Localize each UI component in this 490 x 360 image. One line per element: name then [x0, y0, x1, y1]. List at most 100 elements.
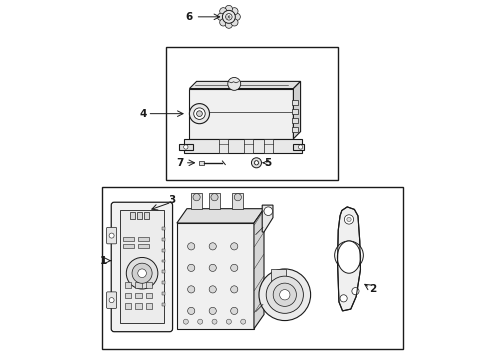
Circle shape: [220, 19, 227, 26]
FancyBboxPatch shape: [111, 202, 172, 332]
Polygon shape: [184, 139, 302, 153]
Circle shape: [231, 286, 238, 293]
Circle shape: [225, 14, 232, 20]
Bar: [162, 227, 165, 230]
Bar: [162, 303, 165, 306]
Bar: [124, 282, 131, 288]
Circle shape: [352, 288, 359, 295]
Polygon shape: [294, 144, 304, 149]
Bar: [138, 244, 149, 248]
Bar: [162, 249, 165, 252]
Bar: [124, 293, 131, 298]
Circle shape: [132, 263, 152, 283]
Circle shape: [225, 21, 232, 28]
Bar: [162, 292, 165, 295]
Circle shape: [254, 161, 259, 165]
Text: 2: 2: [368, 284, 376, 294]
Bar: [245, 139, 253, 153]
Circle shape: [218, 13, 224, 21]
Circle shape: [226, 319, 231, 324]
Ellipse shape: [337, 241, 361, 273]
Polygon shape: [177, 209, 264, 223]
Bar: [209, 193, 220, 209]
Circle shape: [188, 243, 195, 250]
Bar: [123, 237, 134, 241]
Bar: [162, 260, 165, 262]
Bar: [162, 238, 165, 241]
Circle shape: [209, 286, 216, 293]
Bar: [166, 47, 338, 180]
Circle shape: [212, 319, 217, 324]
Circle shape: [280, 289, 290, 300]
Circle shape: [231, 19, 238, 26]
Circle shape: [241, 319, 245, 324]
Bar: [292, 109, 298, 114]
Bar: [138, 237, 149, 241]
Circle shape: [233, 13, 240, 21]
Circle shape: [138, 269, 147, 278]
Text: 7: 7: [176, 158, 183, 168]
Bar: [135, 282, 142, 288]
Bar: [162, 281, 165, 284]
Circle shape: [211, 194, 218, 201]
Bar: [232, 193, 243, 209]
Circle shape: [225, 5, 232, 13]
Bar: [101, 187, 403, 348]
Bar: [162, 270, 165, 273]
FancyBboxPatch shape: [107, 292, 117, 309]
Text: 5: 5: [265, 158, 272, 168]
Text: 6: 6: [186, 12, 193, 22]
Bar: [271, 269, 286, 283]
Circle shape: [220, 8, 227, 15]
Circle shape: [190, 104, 210, 124]
Circle shape: [228, 77, 241, 90]
Polygon shape: [190, 89, 294, 139]
Bar: [144, 212, 149, 220]
Bar: [264, 139, 272, 153]
Circle shape: [231, 8, 238, 15]
Text: 4: 4: [139, 109, 147, 119]
Bar: [177, 223, 254, 329]
Polygon shape: [338, 207, 361, 311]
Bar: [146, 282, 152, 288]
Bar: [135, 303, 142, 309]
Circle shape: [188, 286, 195, 293]
Circle shape: [340, 295, 347, 302]
Bar: [146, 293, 152, 298]
Circle shape: [231, 264, 238, 271]
Circle shape: [251, 158, 262, 168]
Bar: [123, 244, 134, 248]
Circle shape: [109, 298, 114, 303]
Circle shape: [234, 194, 242, 201]
Text: 1: 1: [100, 256, 107, 266]
Bar: [199, 161, 204, 165]
Circle shape: [273, 283, 296, 306]
Circle shape: [209, 264, 216, 271]
Circle shape: [259, 269, 311, 320]
Circle shape: [109, 233, 114, 238]
Circle shape: [126, 257, 158, 289]
Circle shape: [264, 207, 272, 216]
Circle shape: [209, 307, 216, 315]
Bar: [292, 118, 298, 123]
Polygon shape: [262, 205, 273, 232]
Bar: [135, 293, 142, 298]
FancyBboxPatch shape: [107, 227, 117, 244]
Circle shape: [194, 108, 205, 120]
Polygon shape: [179, 144, 193, 149]
Polygon shape: [190, 81, 300, 89]
Circle shape: [298, 145, 303, 149]
Circle shape: [197, 319, 203, 324]
Bar: [292, 127, 298, 132]
Circle shape: [193, 194, 200, 201]
Circle shape: [231, 307, 238, 315]
Circle shape: [335, 241, 364, 270]
Text: 3: 3: [168, 195, 175, 205]
Bar: [292, 100, 298, 105]
Circle shape: [196, 111, 202, 117]
Bar: [137, 212, 142, 220]
Bar: [120, 211, 164, 323]
Circle shape: [188, 307, 195, 315]
Circle shape: [347, 217, 351, 222]
Circle shape: [209, 243, 216, 250]
